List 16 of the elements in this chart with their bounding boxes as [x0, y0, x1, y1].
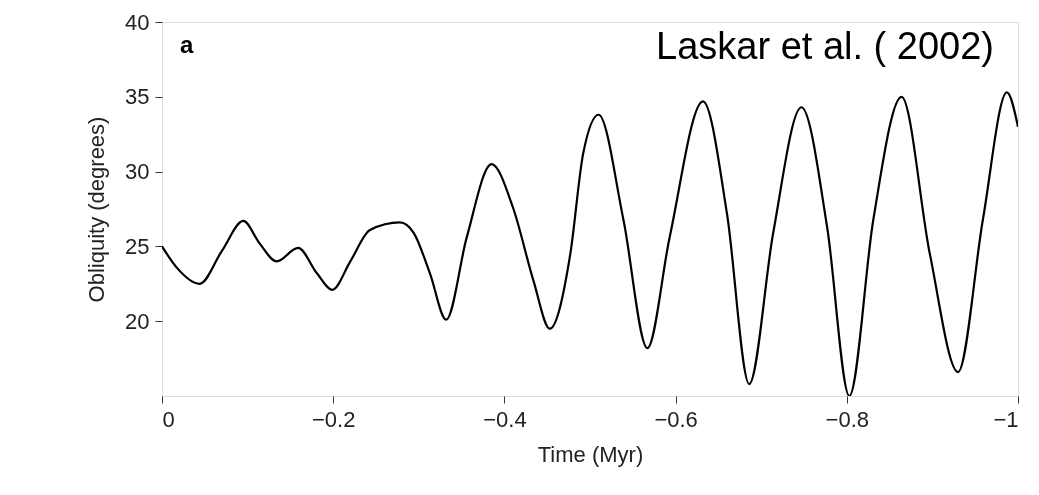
x-tick-label: −0.8	[825, 406, 870, 432]
x-tick-label: −0.4	[483, 406, 527, 432]
y-axis-title: Obliquity (degrees)	[84, 116, 110, 303]
x-tick-label: −1	[993, 406, 1019, 432]
y-tick-label: 35	[125, 84, 150, 110]
annotation: Laskar et al. ( 2002)	[656, 25, 994, 67]
y-tick-label: 30	[125, 159, 150, 185]
x-tick-label: −0.6	[654, 406, 698, 432]
annotation: a	[180, 31, 194, 58]
y-tick-label: 25	[125, 233, 150, 259]
line-series	[162, 91, 1018, 396]
y-tick-label: 40	[125, 9, 150, 35]
x-axis-title: Time (Myr)	[537, 441, 644, 467]
x-tick-label: 0	[162, 406, 175, 432]
y-tick-label: 20	[125, 308, 150, 334]
x-tick-label: −0.2	[311, 406, 356, 432]
